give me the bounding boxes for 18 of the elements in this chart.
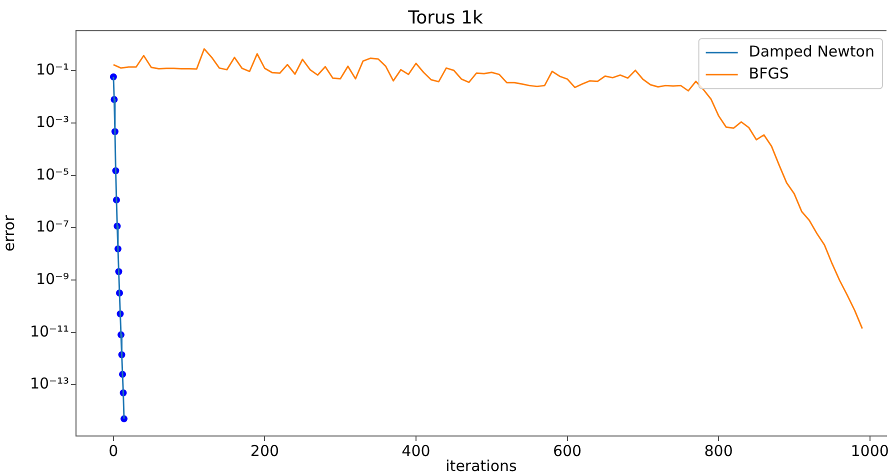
chart-title: Torus 1k (407, 7, 484, 28)
x-tick-label: 800 (704, 442, 733, 460)
y-tick-label: 10⁻³ (36, 112, 69, 131)
legend-label: Damped Newton (748, 42, 874, 60)
x-tick-label: 400 (402, 442, 430, 460)
y-tick-label: 10⁻¹¹ (30, 322, 69, 340)
y-tick-label: 10⁻⁵ (36, 165, 69, 184)
x-axis-title: iterations (446, 456, 518, 475)
x-tick-label: 1000 (850, 442, 889, 460)
legend-label: BFGS (748, 64, 789, 82)
y-tick-label: 10⁻⁷ (36, 218, 69, 236)
x-tick-label: 200 (250, 442, 280, 460)
y-tick-label: 10⁻¹ (36, 60, 69, 79)
y-tick-label: 10⁻⁹ (36, 270, 69, 288)
x-tick-label: 600 (552, 442, 582, 460)
y-axis-title: error (0, 214, 18, 252)
x-tick-label: 0 (108, 442, 118, 460)
y-tick-label: 10⁻¹³ (30, 374, 69, 393)
